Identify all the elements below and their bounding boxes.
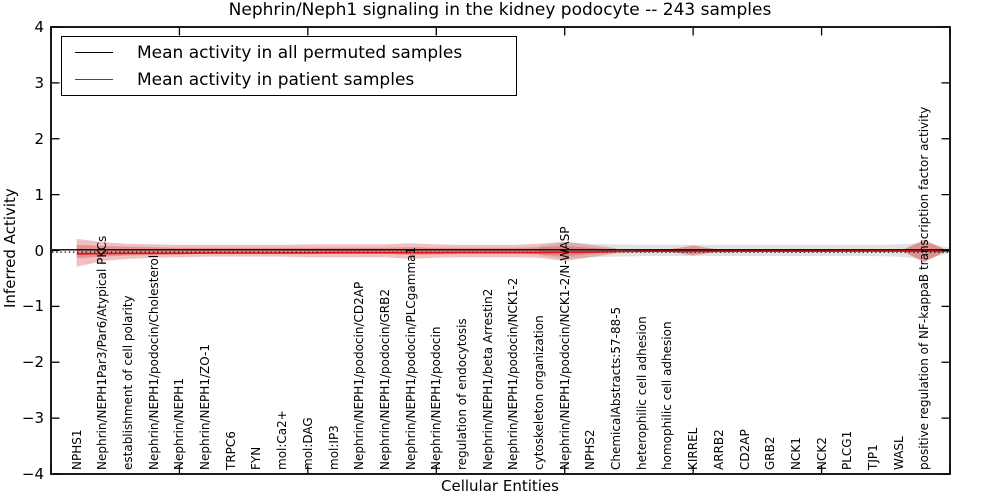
- x-tick-label: homophilic cell adhesion: [660, 321, 675, 470]
- x-tick-label: ChemicalAbstracts:57-88-5: [609, 306, 624, 470]
- x-tick-label: Nephrin/NEPH1/podocin/Cholesterol: [146, 254, 161, 470]
- x-tick-label: Nephrin/NEPH1/podocin/NCK1-2: [506, 277, 521, 470]
- x-tick-label: TRPC6: [223, 431, 238, 470]
- x-tick-label: Nephrin/NEPH1/ZO-1: [198, 344, 213, 470]
- x-tick-label: Nephrin/NEPH1/podocin/GRB2: [377, 289, 392, 470]
- legend: Mean activity in all permuted samples Me…: [61, 36, 517, 96]
- y-tick-label: −4: [21, 465, 44, 483]
- x-tick-label: GRB2: [763, 436, 778, 470]
- x-tick-label: mol:IP3: [326, 425, 341, 470]
- y-tick-label: −3: [21, 409, 44, 428]
- x-tick-label: WASL: [891, 436, 906, 470]
- x-tick-label: heterophilic cell adhesion: [634, 316, 649, 470]
- y-tick-label: −2: [21, 353, 44, 372]
- legend-line-patient-icon: [75, 79, 113, 80]
- x-tick-label: mol:DAG: [300, 417, 315, 470]
- legend-label-patient: Mean activity in patient samples: [137, 69, 415, 90]
- x-tick-label: regulation of endocytosis: [454, 318, 469, 470]
- legend-line-permuted-icon: [75, 52, 113, 53]
- x-tick-label: ARRB2: [711, 429, 726, 470]
- x-tick-label: cytoskeleton organization: [532, 315, 547, 470]
- x-tick-label: Nephrin/NEPH1/podocin/CD2AP: [352, 281, 367, 470]
- y-tick-label: 2: [34, 129, 44, 148]
- x-tick-label: Nephrin/NEPH1: [172, 378, 187, 470]
- x-tick-label: PLCG1: [840, 430, 855, 470]
- x-tick-label: establishment of cell polarity: [121, 295, 136, 470]
- legend-item-patient: Mean activity in patient samples: [62, 70, 516, 90]
- x-tick-label: NCK2: [814, 437, 829, 470]
- y-tick-label: 0: [34, 241, 44, 260]
- x-tick-label: CD2AP: [737, 429, 752, 470]
- x-tick-label: NCK1: [788, 437, 803, 470]
- patient-mean-line: [76, 250, 949, 255]
- x-tick-label: Nephrin/NEPH1Par3/Par6/Atypical PKCs: [95, 235, 110, 470]
- legend-label-permuted: Mean activity in all permuted samples: [137, 42, 463, 63]
- x-tick-label: NPHS2: [583, 429, 598, 471]
- x-tick-label: Nephrin/NEPH1/podocin: [429, 326, 444, 470]
- x-tick-label: Nephrin/NEPH1/podocin/NCK1-2/N-WASP: [557, 226, 572, 470]
- x-tick-label: Nephrin/NEPH1/beta Arrestin2: [480, 288, 495, 470]
- y-tick-label: 1: [34, 185, 44, 204]
- legend-item-permuted: Mean activity in all permuted samples: [62, 43, 516, 63]
- y-tick-label: −1: [21, 297, 44, 316]
- x-tick-label: TJP1: [865, 444, 880, 470]
- y-tick-label: 4: [34, 18, 44, 36]
- plot-frame: [50, 26, 951, 475]
- x-tick-label: mol:Ca2+: [275, 410, 290, 470]
- x-tick-label: FYN: [249, 446, 264, 470]
- y-tick-label: 3: [34, 73, 44, 92]
- x-tick-label: NPHS1: [69, 429, 84, 471]
- x-tick-label: KIRREL: [686, 427, 701, 470]
- x-tick-label: positive regulation of NF-kappaB transcr…: [917, 106, 932, 470]
- x-tick-label: Nephrin/NEPH1/podocin/PLCgamma1: [403, 246, 418, 470]
- x-axis-label: Cellular Entities: [441, 477, 559, 495]
- chart-title: Nephrin/Neph1 signaling in the kidney po…: [228, 0, 772, 20]
